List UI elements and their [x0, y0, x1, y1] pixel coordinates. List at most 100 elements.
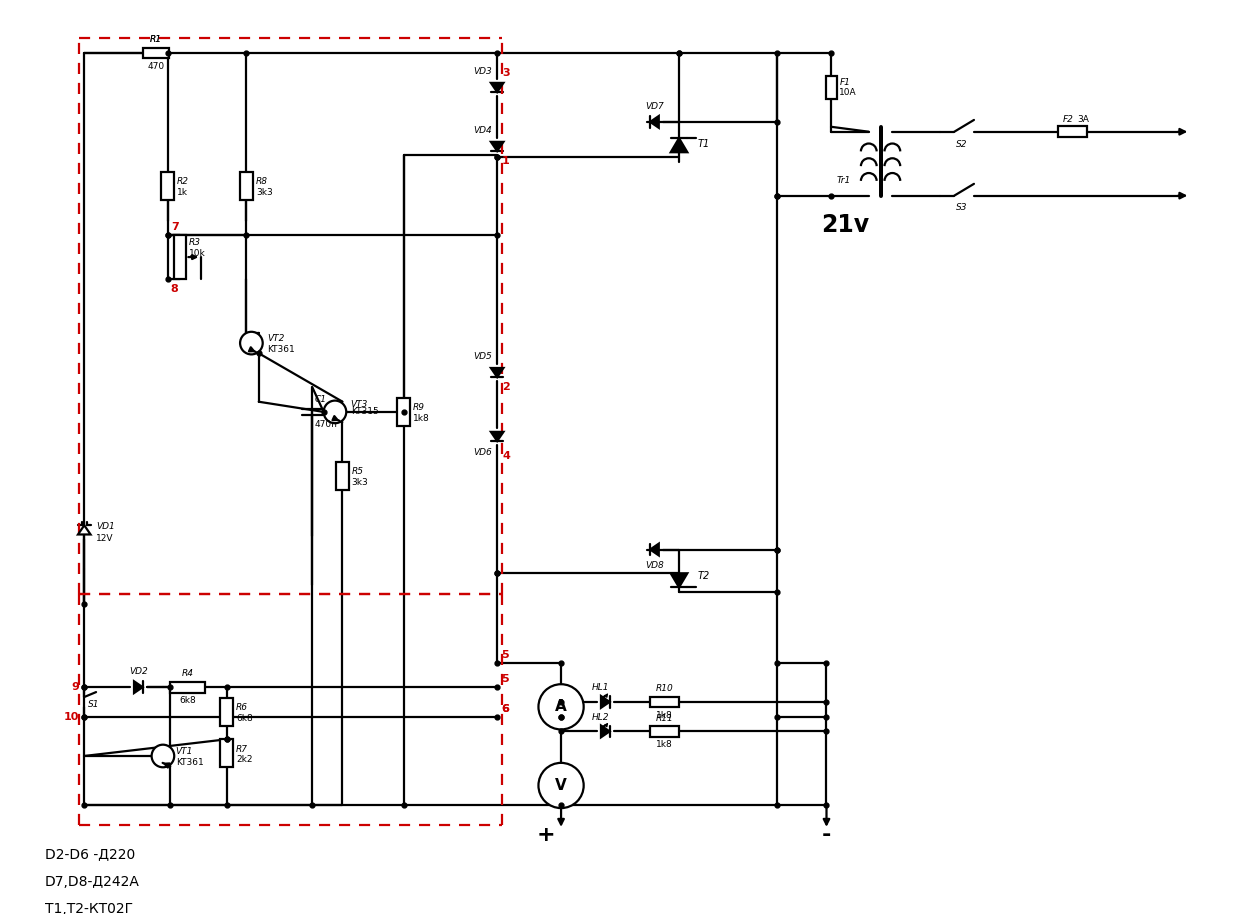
Text: VD6: VD6 — [473, 448, 492, 457]
Text: T1,T2-КТ02Г: T1,T2-КТ02Г — [45, 902, 133, 914]
Text: 3k3: 3k3 — [255, 188, 273, 197]
Polygon shape — [491, 83, 503, 92]
Text: R8: R8 — [255, 177, 268, 186]
Text: 8: 8 — [171, 284, 178, 294]
Text: -: - — [822, 824, 831, 845]
Bar — [169, 682, 206, 693]
Text: Tr1: Tr1 — [836, 176, 851, 186]
Text: 9: 9 — [71, 682, 80, 692]
Text: S2: S2 — [957, 140, 968, 149]
Text: VD4: VD4 — [473, 126, 492, 134]
Circle shape — [324, 400, 346, 423]
Text: 10: 10 — [64, 712, 80, 722]
Text: R5: R5 — [351, 467, 364, 476]
Text: T2: T2 — [698, 571, 710, 581]
Bar — [1058, 126, 1087, 137]
Text: R2: R2 — [177, 177, 189, 186]
Polygon shape — [491, 432, 503, 441]
Text: 2: 2 — [502, 382, 510, 392]
Text: 7: 7 — [171, 222, 178, 232]
Text: HL1: HL1 — [592, 683, 609, 692]
Text: 1k8: 1k8 — [655, 740, 673, 749]
Polygon shape — [135, 681, 143, 693]
Text: R4: R4 — [182, 669, 193, 678]
Text: 6k8: 6k8 — [237, 714, 253, 723]
Polygon shape — [670, 573, 688, 588]
Text: 3: 3 — [502, 68, 510, 78]
Text: A: A — [556, 699, 567, 715]
Text: KT315: KT315 — [350, 408, 379, 417]
Circle shape — [538, 685, 583, 729]
Text: 5: 5 — [501, 650, 508, 660]
Bar — [162, 172, 174, 199]
Text: D7,D8-Д242А: D7,D8-Д242А — [45, 875, 140, 888]
Text: 21v: 21v — [821, 213, 870, 237]
Text: HL2: HL2 — [592, 713, 609, 721]
Text: S3: S3 — [957, 204, 968, 212]
Text: VD5: VD5 — [473, 352, 492, 361]
Text: 3A: 3A — [1078, 115, 1089, 124]
Text: R6: R6 — [237, 703, 248, 712]
Text: F1: F1 — [840, 78, 850, 87]
Text: 5: 5 — [501, 675, 508, 685]
Bar — [649, 696, 679, 707]
Text: R10: R10 — [655, 684, 673, 693]
Polygon shape — [650, 544, 659, 556]
Text: 1k8: 1k8 — [655, 711, 673, 719]
Bar — [240, 172, 253, 199]
Circle shape — [538, 763, 583, 808]
Text: 4: 4 — [502, 452, 510, 462]
Bar — [397, 399, 410, 426]
Text: 1k: 1k — [177, 188, 188, 197]
Text: R9: R9 — [414, 403, 425, 412]
Text: VT2: VT2 — [267, 334, 284, 343]
Text: KT361: KT361 — [267, 345, 295, 355]
Text: VD2: VD2 — [130, 667, 148, 676]
Polygon shape — [491, 368, 503, 377]
Text: F2: F2 — [1063, 115, 1073, 124]
Text: 3k3: 3k3 — [351, 478, 369, 487]
Text: +: + — [537, 824, 556, 845]
Text: T1: T1 — [698, 139, 710, 149]
Text: R7: R7 — [237, 745, 248, 754]
Text: 1k8: 1k8 — [414, 414, 430, 423]
Bar — [826, 76, 837, 100]
Text: R1: R1 — [150, 36, 162, 44]
Text: 6: 6 — [501, 704, 508, 714]
Polygon shape — [670, 138, 688, 153]
Text: VT1: VT1 — [176, 747, 193, 756]
Text: VD3: VD3 — [473, 67, 492, 76]
Text: C1: C1 — [314, 395, 326, 404]
Bar — [221, 698, 233, 726]
Text: 1: 1 — [502, 156, 510, 166]
Bar — [649, 726, 679, 737]
Text: 10k: 10k — [188, 249, 206, 258]
Text: S1: S1 — [88, 700, 100, 709]
Text: VD7: VD7 — [645, 102, 664, 112]
Bar — [336, 462, 349, 490]
Text: 6k8: 6k8 — [179, 696, 196, 705]
Text: R3: R3 — [188, 238, 201, 247]
Text: VD8: VD8 — [645, 561, 664, 570]
Text: KT361: KT361 — [176, 759, 203, 768]
Circle shape — [152, 745, 174, 767]
Text: VT3: VT3 — [350, 399, 368, 409]
Text: R11: R11 — [655, 714, 673, 723]
Polygon shape — [601, 726, 609, 738]
Bar — [173, 235, 186, 279]
Polygon shape — [491, 142, 503, 151]
Text: V: V — [556, 778, 567, 793]
Circle shape — [240, 332, 263, 355]
Text: D2-D6 -Д220: D2-D6 -Д220 — [45, 847, 136, 861]
Polygon shape — [650, 116, 659, 128]
Polygon shape — [78, 526, 91, 535]
Text: 6: 6 — [501, 704, 508, 714]
Text: 470: 470 — [147, 62, 164, 71]
Bar — [221, 739, 233, 767]
Text: R1: R1 — [150, 36, 162, 44]
Bar — [143, 48, 168, 58]
Text: 10A: 10A — [840, 88, 857, 97]
Text: VD1: VD1 — [96, 523, 115, 531]
Text: 2k2: 2k2 — [237, 755, 253, 764]
Polygon shape — [601, 696, 609, 707]
